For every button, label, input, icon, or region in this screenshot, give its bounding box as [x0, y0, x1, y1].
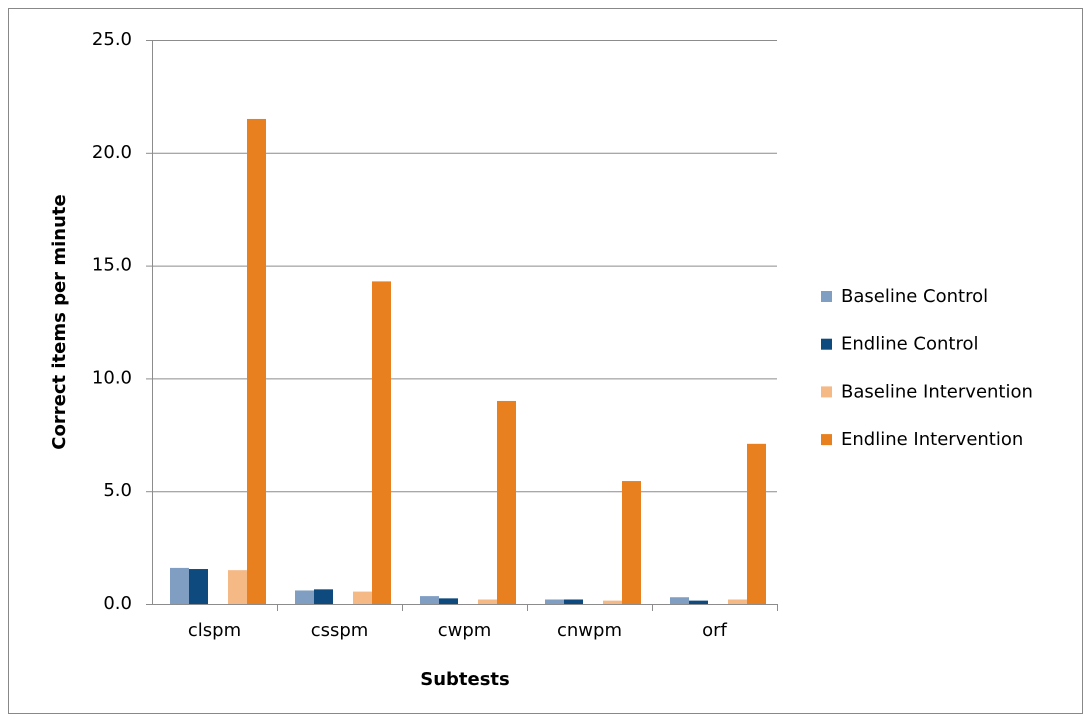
bar — [228, 570, 247, 604]
bar — [728, 599, 747, 604]
x-tick-label: cwpm — [438, 620, 492, 641]
bar — [564, 599, 583, 604]
bar — [420, 596, 439, 604]
bar — [497, 400, 516, 604]
legend-swatch — [821, 291, 832, 302]
bar — [622, 481, 641, 604]
legend-label: Baseline Control — [841, 286, 988, 307]
bar — [478, 599, 497, 604]
bar — [439, 598, 458, 604]
y-tick-label: 5.0 — [103, 480, 132, 501]
x-tick-label: csspm — [311, 620, 369, 641]
bar — [353, 591, 372, 604]
bar — [603, 600, 622, 604]
x-axis-title: Subtests — [420, 669, 510, 690]
bar — [247, 118, 266, 605]
x-tick-label: orf — [702, 620, 727, 641]
x-tick-label: cnwpm — [557, 620, 622, 641]
bar — [689, 600, 708, 604]
bar — [295, 590, 314, 604]
x-tick-label: clspm — [188, 620, 241, 641]
legend-swatch — [821, 386, 832, 398]
y-tick-label: 0.0 — [103, 593, 132, 614]
bar — [189, 569, 208, 604]
bar — [170, 567, 189, 604]
legend-label: Endline Control — [841, 334, 978, 355]
y-axis-title: Correct items per minute — [49, 194, 70, 449]
y-tick-label: 10.0 — [92, 367, 132, 388]
y-tick-label: 15.0 — [92, 255, 132, 276]
y-tick-label: 20.0 — [92, 142, 132, 163]
bar — [670, 597, 689, 604]
bar — [545, 599, 564, 604]
y-tick-label: 25.0 — [92, 29, 132, 50]
legend-label: Endline Intervention — [841, 429, 1023, 450]
chart-frame — [8, 8, 1083, 714]
legend-swatch — [821, 338, 832, 350]
legend-swatch — [821, 434, 832, 446]
bar — [747, 443, 766, 604]
legend-label: Baseline Intervention — [841, 381, 1033, 402]
bar — [372, 281, 391, 604]
bar — [314, 589, 333, 604]
